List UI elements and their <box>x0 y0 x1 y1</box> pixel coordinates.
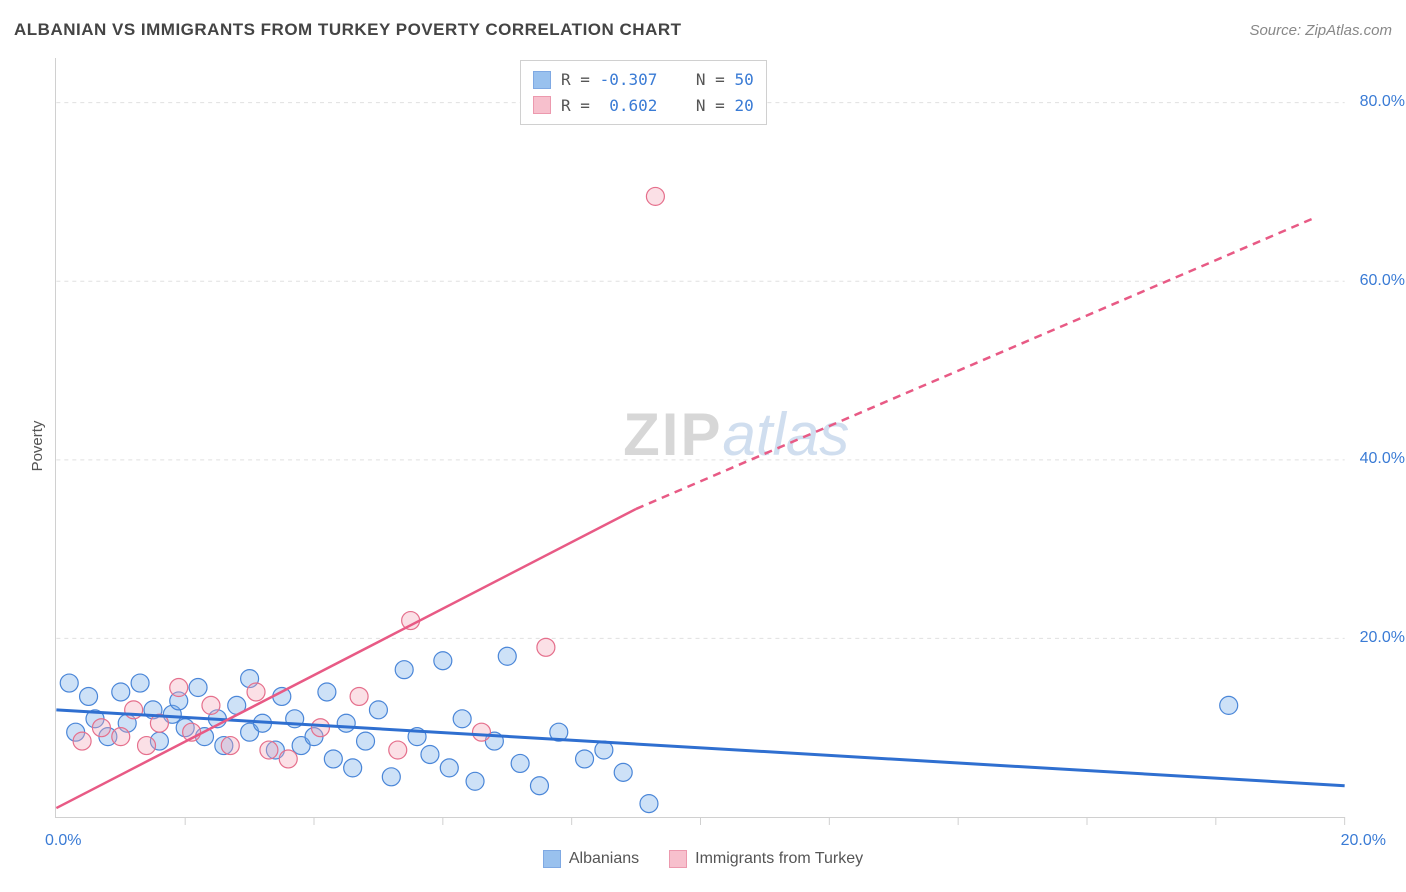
legend-item-turkey: Immigrants from Turkey <box>669 836 863 882</box>
legend-swatch-albanians <box>543 850 561 868</box>
legend-item-albanians: Albanians <box>543 836 639 882</box>
bottom-legend: Albanians Immigrants from Turkey <box>0 836 1406 882</box>
stats-row-series-1: R = 0.602 N = 20 <box>533 93 754 119</box>
legend-label: Immigrants from Turkey <box>695 850 863 868</box>
stats-swatch-albanians <box>533 71 551 89</box>
y-tick-label: 60.0% <box>1360 272 1405 290</box>
chart-plot-area: ZIPatlas R = -0.307 N = 50 R = 0.602 N =… <box>55 58 1345 818</box>
chart-title: ALBANIAN VS IMMIGRANTS FROM TURKEY POVER… <box>14 20 682 40</box>
legend-label: Albanians <box>569 850 639 868</box>
scatter-plot-svg <box>56 58 1345 817</box>
y-tick-label: 20.0% <box>1360 629 1405 647</box>
y-axis-label: Poverty <box>29 421 46 472</box>
stats-swatch-turkey <box>533 96 551 114</box>
source-attribution: Source: ZipAtlas.com <box>1249 22 1392 39</box>
legend-swatch-turkey <box>669 850 687 868</box>
correlation-stats-box: R = -0.307 N = 50 R = 0.602 N = 20 <box>520 60 767 125</box>
y-tick-label: 80.0% <box>1360 93 1405 111</box>
y-tick-label: 40.0% <box>1360 450 1405 468</box>
stats-row-series-0: R = -0.307 N = 50 <box>533 67 754 93</box>
